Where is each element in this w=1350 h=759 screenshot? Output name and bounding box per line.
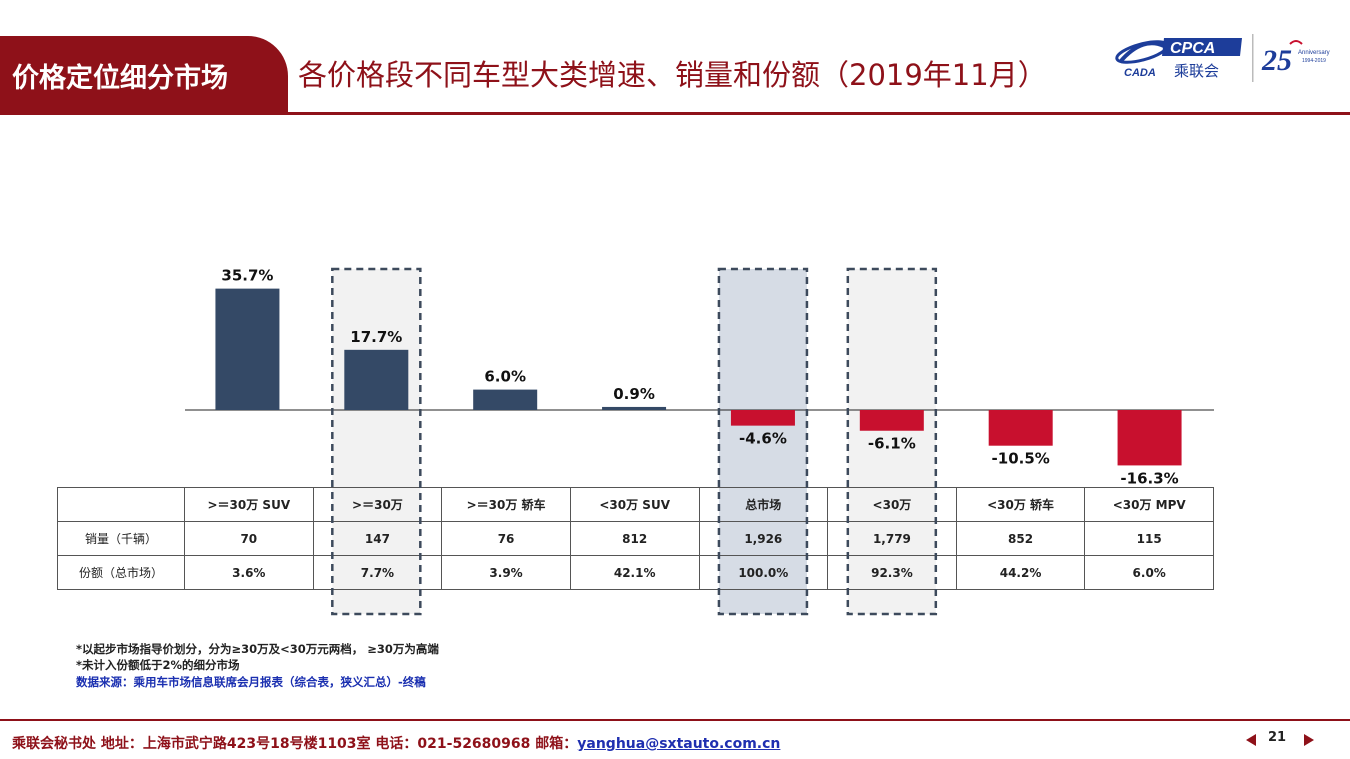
table-cell: 6.0% (1084, 555, 1214, 590)
bar (988, 410, 1053, 446)
cada-logo-mark: CADA (1115, 40, 1169, 79)
bar-value-label: -6.1% (868, 435, 916, 453)
column-header: >＝30万 (312, 487, 443, 522)
anniversary-number: 25 (1261, 44, 1292, 77)
data-table: >＝30万 SUV >＝30万 >＝30万 轿车 <30万 SUV 总市场 <3… (57, 487, 1214, 590)
page-title: 各价格段不同车型大类增速、销量和份额（2019年11月） (298, 58, 1047, 92)
anniversary-25-logo: 25 Anniversary 1994-2019 (1261, 40, 1330, 77)
table-cell: 100.0% (698, 555, 829, 590)
table-cell: 44.2% (955, 555, 1086, 590)
previous-page-arrow-icon[interactable] (1246, 734, 1256, 746)
column-header: 总市场 (698, 487, 829, 522)
bar-value-label: -16.3% (1120, 469, 1178, 487)
table-cell: 3.6% (184, 555, 314, 590)
bar (215, 288, 280, 410)
column-header: <30万 MPV (1084, 487, 1214, 522)
org-name: 乘联会 (1174, 62, 1219, 80)
table-cell: 92.3% (827, 555, 957, 590)
anniversary-years: 1994-2019 (1302, 58, 1326, 64)
footer-email-link[interactable]: yanghua@sxtauto.com.cn (577, 736, 781, 752)
table-cell: 42.1% (569, 555, 700, 590)
bar-value-label: 17.7% (350, 328, 402, 346)
bar-value-label: -10.5% (992, 450, 1050, 468)
section-tab-label: 价格定位细分市场 (12, 63, 228, 94)
bar-value-label: 0.9% (613, 385, 655, 403)
page-number: 21 (1268, 730, 1287, 745)
bar (602, 406, 667, 410)
column-header: >＝30万 轿车 (441, 487, 571, 522)
bar-value-label: 35.7% (221, 267, 273, 285)
table-cell: 7.7% (312, 555, 443, 590)
data-source-note: 数据来源：乘用车市场信息联席会月报表（综合表，狭义汇总）-终稿 (76, 675, 426, 689)
footnote-1: *以起步市场指导价划分，分为≥30万及<30万元两档， ≥30万为高端 (76, 642, 439, 656)
table-row-share: 份额（总市场） 3.6% 7.7% 3.9% 42.1% 100.0% 92.3… (57, 555, 1214, 590)
table-row-sales: 销量（千辆） 70 147 76 812 1,926 1,779 852 115 (57, 521, 1214, 556)
table-cell: 147 (312, 521, 443, 556)
row-header: 份额（总市场） (57, 555, 185, 590)
bar (344, 349, 409, 410)
table-cell: 76 (441, 521, 571, 556)
footer-contact: 乘联会秘书处 地址：上海市武宁路423号18号楼1103室 电话：021-526… (12, 733, 780, 753)
table-cell: 852 (955, 521, 1086, 556)
table-cell: 70 (184, 521, 314, 556)
anniversary-label: Anniversary (1298, 50, 1330, 56)
cpca-logo: CADA CPCA 乘联会 25 Anniversary 1994-2019 (1115, 34, 1330, 82)
column-header: <30万 SUV (569, 487, 700, 522)
table-cell: 1,926 (698, 521, 829, 556)
footer-divider (0, 719, 1350, 721)
logo-divider (1252, 34, 1254, 82)
cada-text: CADA (1124, 67, 1156, 79)
table-header-row: >＝30万 SUV >＝30万 >＝30万 轿车 <30万 SUV 总市场 <3… (57, 487, 1214, 522)
bar (730, 410, 795, 426)
page-navigation: 21 (1246, 730, 1316, 750)
footnote-2: *未计入份额低于2%的细分市场 (76, 658, 240, 672)
bar (859, 410, 924, 431)
column-header: >＝30万 SUV (184, 487, 314, 522)
bar-value-label: -4.6% (739, 430, 787, 448)
header-divider (0, 112, 1350, 115)
cpca-text: CPCA (1170, 40, 1215, 57)
column-header: <30万 轿车 (955, 487, 1086, 522)
bar (473, 389, 538, 410)
bar-value-label: 6.0% (484, 368, 526, 386)
bar (1117, 410, 1182, 466)
table-cell: 3.9% (441, 555, 571, 590)
table-cell: 812 (569, 521, 700, 556)
section-tab: 价格定位细分市场 (0, 36, 288, 112)
footer-address: 乘联会秘书处 地址：上海市武宁路423号18号楼1103室 电话：021-526… (12, 736, 578, 752)
cpca-wordmark: CPCA 乘联会 (1162, 38, 1242, 80)
table-corner-cell (57, 487, 185, 522)
column-header: <30万 (827, 487, 957, 522)
table-cell: 115 (1084, 521, 1214, 556)
next-page-arrow-icon[interactable] (1304, 734, 1314, 746)
row-header: 销量（千辆） (57, 521, 185, 556)
table-cell: 1,779 (827, 521, 957, 556)
